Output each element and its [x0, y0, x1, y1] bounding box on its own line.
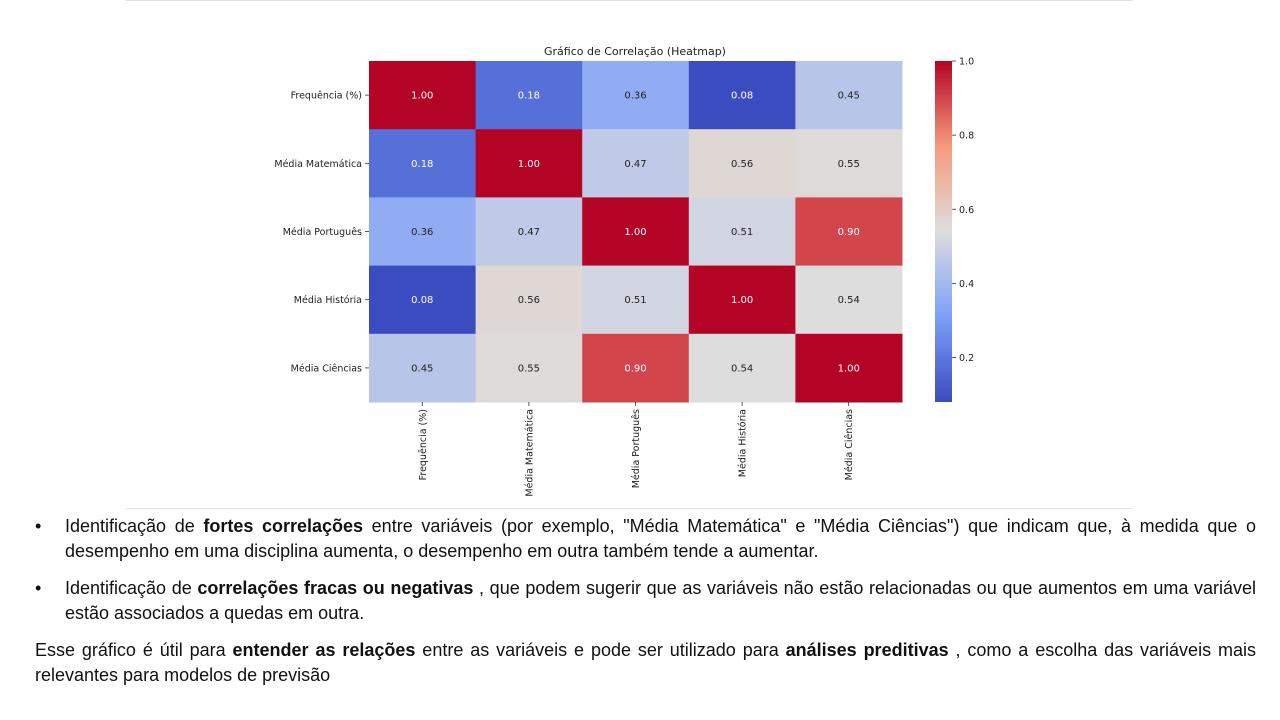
y-tick-label: Frequência (%) — [291, 91, 362, 102]
x-tick-label: Média Português — [631, 409, 642, 488]
cell-value-label: 0.47 — [624, 159, 646, 170]
heatmap-figure: Gráfico de Correlação (Heatmap) 1.00 0.18… — [274, 45, 974, 497]
heatmap-cell — [688, 265, 796, 335]
colorbar-tick-label: 1.0 — [959, 57, 974, 68]
colorbar-tick-label: 0.4 — [959, 279, 974, 290]
summary-paragraph: Esse gráfico é útil para entender as rel… — [35, 638, 1256, 687]
x-tick-label: Média Ciências — [844, 409, 855, 480]
y-tick-label: Média Português — [283, 227, 362, 238]
colorbar-tick-label: 0.6 — [959, 205, 974, 216]
cell-value-label: 0.55 — [518, 363, 540, 374]
summary-bold-1: entender as relações — [232, 640, 416, 660]
bullet-marker: • — [35, 578, 42, 598]
heatmap-cell — [795, 197, 903, 267]
heatmap-cell — [688, 333, 796, 403]
x-tick-label: Média História — [738, 409, 749, 477]
heatmap-cell — [688, 197, 796, 267]
heatmap-cell — [795, 265, 903, 335]
cell-value-label: 0.55 — [838, 159, 860, 170]
bullet-1-bold: fortes correlações — [203, 516, 364, 536]
cell-value-label: 0.45 — [411, 363, 433, 374]
cell-value-label: 0.18 — [411, 159, 433, 170]
bullet-weak-correlations: • Identificação de correlações fracas ou … — [35, 576, 1256, 625]
heatmap-cell — [475, 333, 583, 403]
x-tick-label: Média Matemática — [524, 409, 535, 497]
heatmap-cell — [688, 129, 796, 198]
cell-value-label: 1.00 — [518, 159, 540, 170]
heatmap-cell — [475, 265, 583, 335]
cell-value-label: 0.18 — [518, 91, 540, 102]
heatmap-cell — [795, 129, 903, 198]
y-tick-label: Média Ciências — [291, 363, 362, 374]
y-tick-label: Média História — [294, 295, 362, 306]
colorbar-tick-label: 0.2 — [959, 353, 974, 364]
heatmap-cell — [582, 61, 690, 130]
cell-value-label: 0.36 — [411, 227, 433, 238]
heatmap-cell — [369, 265, 477, 335]
heatmap-cell — [582, 333, 690, 403]
row-labels: Frequência (%) Média Matemática Média Port… — [274, 91, 369, 374]
heatmap-cell — [369, 61, 477, 130]
cell-value-label: 0.54 — [731, 363, 753, 374]
cell-value-label: 0.56 — [518, 295, 540, 306]
column-labels: Frequência (%) Média Matemática Média Port… — [418, 402, 855, 497]
cell-value-label: 1.00 — [838, 363, 860, 374]
figure-bottom-divider — [125, 508, 1133, 509]
heatmap-cell — [795, 61, 903, 130]
cell-value-label: 0.56 — [731, 159, 753, 170]
summary-post: , como a escolha das variáveis mais rele… — [35, 640, 1256, 685]
x-tick-label: Frequência (%) — [418, 409, 429, 480]
heatmap-cell — [475, 129, 583, 198]
heatmap-cell — [795, 333, 903, 403]
cell-value-label: 0.90 — [624, 363, 646, 374]
cell-value-label: 0.54 — [838, 295, 860, 306]
top-divider — [125, 0, 1133, 1]
cell-value-label: 0.51 — [624, 295, 646, 306]
summary-bold-2: análises preditivas — [785, 640, 949, 660]
cell-value-label: 1.00 — [731, 295, 753, 306]
bullet-strong-correlations: • Identificação de fortes correlações ent… — [35, 514, 1256, 563]
cell-value-label: 0.08 — [731, 91, 753, 102]
summary-pre: Esse gráfico é útil para — [35, 640, 233, 660]
heatmap-cell — [582, 197, 690, 267]
cell-value-label: 0.08 — [411, 295, 433, 306]
cell-value-label: 0.90 — [838, 227, 860, 238]
bullet-1-post: entre variáveis (por exemplo, "Média Mat… — [65, 516, 1256, 561]
heatmap-cell — [369, 129, 477, 198]
bullet-marker: • — [35, 516, 42, 536]
cell-value-label: 0.47 — [518, 227, 540, 238]
summary-mid: entre as variáveis e pode ser utilizado … — [415, 640, 786, 660]
bullet-2-post: , que podem sugerir que as variáveis não… — [65, 578, 1257, 623]
heatmap-cell — [582, 129, 690, 198]
bullet-1-pre: Identificação de — [65, 516, 204, 536]
colorbar: 0.2 0.4 0.6 0.8 1.0 — [935, 57, 974, 402]
bullet-2-pre: Identificação de — [65, 578, 198, 598]
cell-value-label: 0.45 — [838, 91, 860, 102]
cell-value-label: 0.36 — [624, 91, 646, 102]
heatmap-cell — [688, 61, 796, 130]
heatmap-cells: 1.00 0.18 0.36 0.08 0.45 0.18 1.00 0.47 0.56 0.55… — [369, 61, 903, 403]
heatmap-cell — [475, 197, 583, 267]
explanation-text: • Identificação de fortes correlações ent… — [35, 514, 1256, 687]
cell-value-label: 1.00 — [624, 227, 646, 238]
chart-title: Gráfico de Correlação (Heatmap) — [544, 45, 726, 58]
heatmap-cell — [475, 61, 583, 130]
heatmap-cell — [369, 333, 477, 403]
y-tick-label: Média Matemática — [274, 159, 362, 170]
colorbar-tick-label: 0.8 — [959, 131, 974, 142]
colorbar-gradient — [935, 61, 952, 402]
heatmap-cell — [582, 265, 690, 335]
heatmap-cell — [369, 197, 477, 267]
cell-value-label: 1.00 — [411, 91, 433, 102]
bullet-2-bold: correlações fracas ou negativas — [197, 578, 474, 598]
cell-value-label: 0.51 — [731, 227, 753, 238]
